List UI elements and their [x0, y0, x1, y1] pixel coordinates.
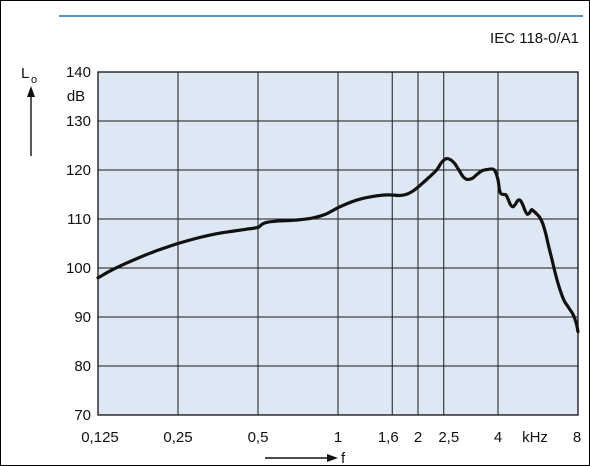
x-tick-labels: 0,125 0,25 0,5 1 1,6 2 2,5 4 8	[81, 429, 581, 446]
y-tick-label: 140	[66, 64, 91, 81]
x-tick-label: 2	[414, 429, 422, 446]
y-tick-label: 110	[67, 211, 91, 228]
x-tick-label: 4	[494, 429, 502, 446]
x-tick-label: 0,25	[163, 429, 192, 446]
y-axis-label-subscript: o	[31, 74, 37, 86]
x-axis-unit: kHz	[522, 429, 548, 446]
y-axis-unit: dB	[67, 88, 85, 105]
x-axis-label: f	[341, 450, 346, 465]
series-line	[96, 156, 580, 334]
x-tick-label: 0,125	[81, 429, 119, 446]
x-tick-label: 1,6	[378, 429, 399, 446]
y-tick-label: 70	[74, 407, 91, 424]
standard-label: IEC 118-0/A1	[490, 30, 579, 47]
x-tick-label: 1	[334, 429, 342, 446]
curve-group	[96, 156, 580, 334]
x-tick-label: 0,5	[248, 429, 269, 446]
y-tick-label: 80	[74, 358, 91, 375]
y-tick-labels: 70 80 90 100 110 120 130 140	[66, 64, 91, 424]
y-axis-label: L	[21, 65, 29, 82]
x-tick-label: 8	[573, 429, 581, 446]
y-tick-label: 130	[66, 113, 91, 130]
plot-border	[97, 71, 579, 416]
x-tick-label: 2,5	[438, 429, 459, 446]
y-tick-label: 120	[66, 162, 91, 179]
x-axis-arrow-head	[327, 454, 338, 462]
y-tick-label: 100	[66, 260, 91, 277]
y-axis-arrow-head	[27, 86, 35, 97]
grid	[98, 72, 578, 415]
y-tick-label: 90	[74, 309, 91, 326]
